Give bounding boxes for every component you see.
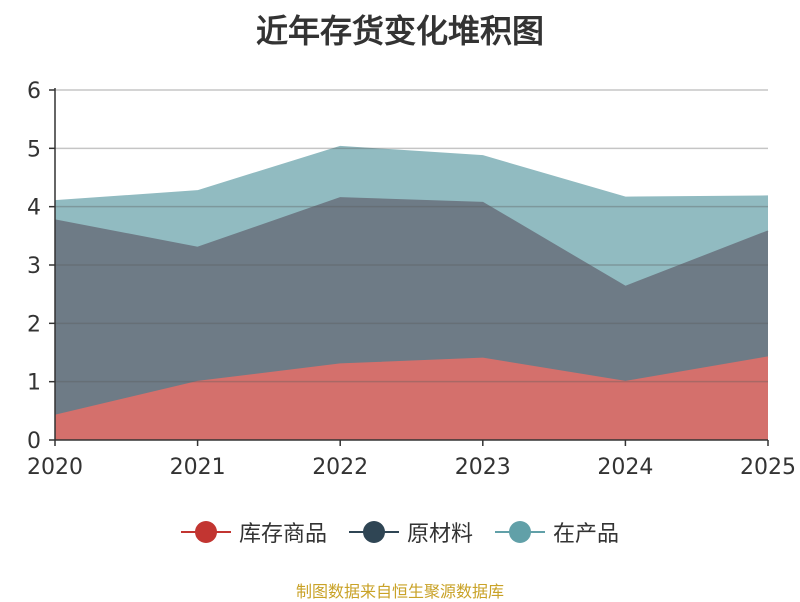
x-tick-label: 2024 xyxy=(597,455,653,480)
line-series-1 xyxy=(54,197,769,288)
y-tick-label: 4 xyxy=(27,196,41,221)
y-tick-label: 2 xyxy=(27,312,41,337)
x-tick-label: 2023 xyxy=(455,455,511,480)
legend-marker-series-2 xyxy=(495,520,545,544)
x-tick-label: 2021 xyxy=(170,455,226,480)
x-tick-label: 2020 xyxy=(27,455,83,480)
legend-dot xyxy=(362,521,385,543)
source-note: 制图数据来自恒生聚源数据库 xyxy=(295,582,504,601)
area-series-1 xyxy=(55,197,768,416)
line-series-0 xyxy=(54,356,769,417)
x-tick-label: 2022 xyxy=(312,455,368,480)
y-tick-label: 1 xyxy=(27,371,41,396)
x-tick-label: 2025 xyxy=(740,455,796,480)
legend-item-series-1[interactable]: 原材料 xyxy=(348,516,473,548)
legend-label: 在产品 xyxy=(553,522,620,547)
line-series-2 xyxy=(54,145,769,202)
area-series-2 xyxy=(55,146,768,287)
chart-title: 近年存货变化堆积图 xyxy=(255,12,544,50)
legend-label: 库存商品 xyxy=(238,522,327,547)
legend-marker-series-1 xyxy=(348,520,399,544)
legend-dot xyxy=(194,521,217,543)
legend: 库存商品 原材料 在产品 xyxy=(0,516,800,548)
legend-item-series-2[interactable]: 在产品 xyxy=(495,516,619,548)
legend-item-series-0[interactable]: 库存商品 xyxy=(180,516,327,548)
y-tick-label: 0 xyxy=(27,429,41,454)
y-tick-label: 3 xyxy=(27,254,41,279)
legend-marker-series-0 xyxy=(180,520,231,544)
legend-label: 原材料 xyxy=(406,522,473,547)
y-tick-label: 5 xyxy=(27,137,41,162)
legend-dot xyxy=(509,521,531,543)
y-tick-label: 6 xyxy=(27,79,41,104)
